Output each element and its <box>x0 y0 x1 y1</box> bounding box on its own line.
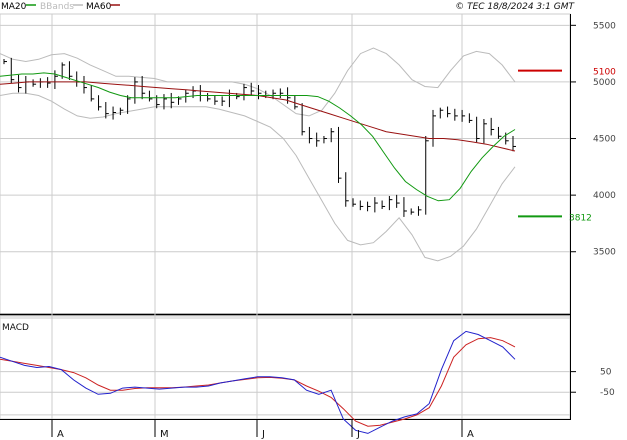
y-tick-label: 5500 <box>593 21 616 31</box>
y-tick-label: 4000 <box>593 191 616 201</box>
macd-y-tick-label: 50 <box>600 368 612 378</box>
axis-layer: A M J J A 3500 4000 4500 5000 5500 50 -50 <box>51 21 616 440</box>
legend-bbands-label: BBands <box>40 2 74 12</box>
copyright-stamp: © TEC 18/8/2024 3:1 GMT <box>455 2 575 12</box>
macd-y-tick-label: -50 <box>600 388 615 398</box>
macd-line <box>0 330 516 434</box>
price-panel <box>0 13 571 315</box>
y-tick-label: 3500 <box>593 248 616 258</box>
legend: MA20 BBands MA60 <box>1 2 120 12</box>
resistance-label: 5100 <box>593 68 616 78</box>
x-tick-label: M <box>160 429 169 440</box>
ma20-line <box>0 72 516 202</box>
bbands-lower-line <box>0 92 516 262</box>
legend-ma60-label: MA60 <box>86 2 112 12</box>
legend-ma20-label: MA20 <box>1 2 27 12</box>
x-tick-label: J <box>356 429 360 440</box>
x-tick-label: A <box>467 429 474 440</box>
price-layer: 5100 3812 <box>0 47 616 262</box>
macd-title: MACD <box>2 323 29 333</box>
grid-lines <box>0 14 570 419</box>
bbands-upper-line <box>0 47 516 117</box>
macd-panel <box>0 315 571 420</box>
macd-signal-line <box>0 337 516 427</box>
x-tick-label: J <box>261 429 265 440</box>
y-tick-label: 5000 <box>593 78 616 88</box>
support-label: 3812 <box>569 213 592 223</box>
x-tick-label: A <box>57 429 64 440</box>
macd-layer <box>0 330 516 434</box>
y-tick-label: 4500 <box>593 135 616 145</box>
